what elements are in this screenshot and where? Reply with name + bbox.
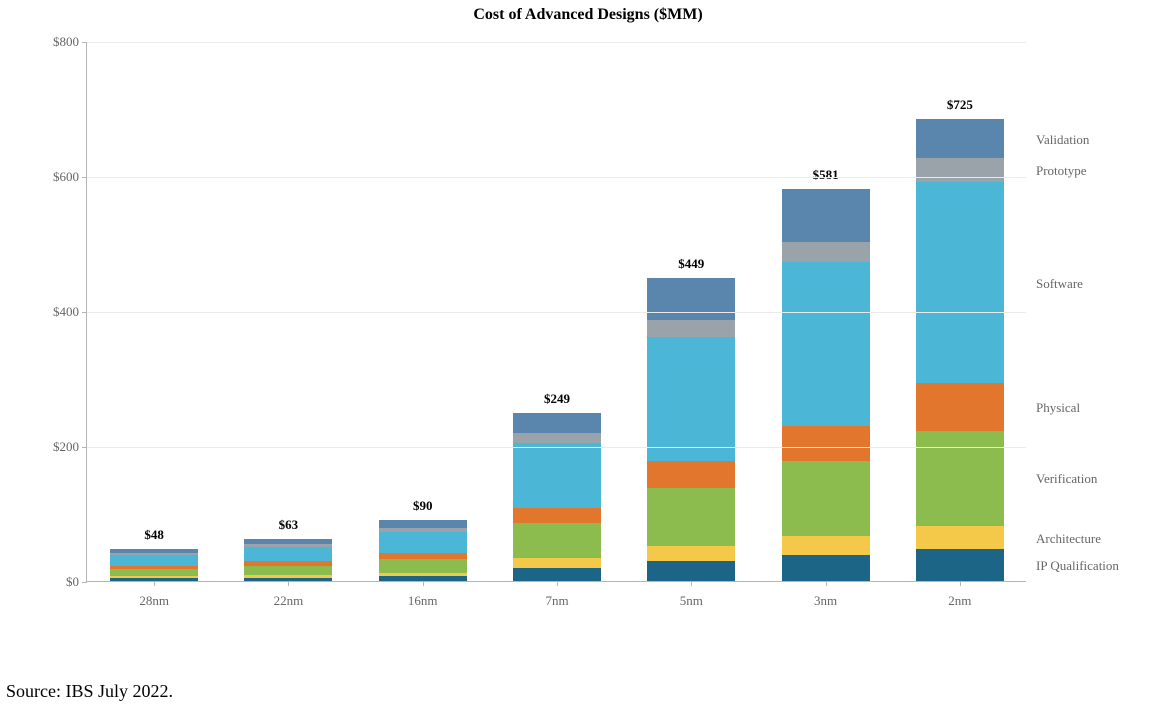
- bar-segment-physical: [782, 426, 870, 461]
- bar-stack: $48: [110, 549, 198, 581]
- source-text: Source: IBS July 2022.: [6, 681, 173, 702]
- bar-segment-architecture: [647, 546, 735, 561]
- grid-line: [87, 447, 1026, 448]
- bar-segment-architecture: [782, 536, 870, 555]
- bar-segment-verification: [782, 461, 870, 537]
- bar-segment-physical: [513, 508, 601, 523]
- bar-segment-software: [916, 182, 1004, 383]
- ytick-label: $800: [53, 34, 87, 50]
- xtick-label: 2nm: [948, 581, 971, 609]
- bar-segment-architecture: [916, 526, 1004, 549]
- bar-segment-validation: [379, 520, 467, 528]
- bar-total-label: $249: [544, 391, 570, 413]
- bar-segment-validation: [916, 119, 1004, 159]
- bar-segment-verification: [647, 488, 735, 546]
- bar-segment-software: [513, 443, 601, 508]
- bar-segment-verification: [110, 569, 198, 576]
- bar-segment-software: [110, 555, 198, 566]
- bar-segment-verification: [513, 523, 601, 558]
- bar-segment-architecture: [513, 558, 601, 567]
- ytick-label: $600: [53, 169, 87, 185]
- bar-segment-validation: [647, 278, 735, 321]
- bar-segment-physical: [379, 553, 467, 560]
- legend: Validation Prototype Software Physical Verif…: [1036, 42, 1176, 582]
- bar-segment-verification: [916, 431, 1004, 527]
- bar-stack: $63: [244, 539, 332, 581]
- xtick-label: 5nm: [680, 581, 703, 609]
- bar-total-label: $63: [279, 517, 299, 539]
- bar-segment-verification: [379, 559, 467, 573]
- legend-item-verification: Verification: [1036, 471, 1097, 487]
- bar-segment-software: [244, 547, 332, 561]
- bar-segment-physical: [647, 461, 735, 488]
- ytick-label: $400: [53, 304, 87, 320]
- bar-total-label: $90: [413, 498, 433, 520]
- bar-segment-software: [647, 337, 735, 461]
- xtick-label: 28nm: [139, 581, 169, 609]
- bar-segment-ip_qualification: [513, 568, 601, 582]
- bar-total-label: $725: [947, 97, 973, 119]
- ytick-label: $0: [66, 574, 87, 590]
- bar-segment-ip_qualification: [647, 561, 735, 581]
- grid-line: [87, 177, 1026, 178]
- legend-item-ip_qualification: IP Qualification: [1036, 558, 1119, 574]
- grid-line: [87, 312, 1026, 313]
- bar-stack: $581: [782, 189, 870, 581]
- grid-line: [87, 42, 1026, 43]
- ytick-label: $200: [53, 439, 87, 455]
- xtick-label: 22nm: [274, 581, 304, 609]
- bar-segment-validation: [782, 189, 870, 242]
- bar-stack: $249: [513, 413, 601, 581]
- bar-segment-software: [782, 262, 870, 426]
- bar-total-label: $449: [678, 256, 704, 278]
- bar-segment-validation: [513, 413, 601, 433]
- bar-stack: $90: [379, 520, 467, 581]
- bar-segment-verification: [244, 566, 332, 575]
- bar-segment-physical: [916, 383, 1004, 430]
- bar-segment-prototype: [647, 320, 735, 337]
- bar-segment-prototype: [513, 433, 601, 443]
- bar-stack: $725: [916, 119, 1004, 581]
- bar-total-label: $48: [144, 527, 164, 549]
- bar-segment-ip_qualification: [782, 555, 870, 581]
- legend-item-architecture: Architecture: [1036, 531, 1101, 547]
- legend-item-validation: Validation: [1036, 132, 1089, 148]
- legend-item-prototype: Prototype: [1036, 163, 1087, 179]
- chart-area: $48$63$90$249$449$581$725 $0$200$400$600…: [66, 32, 1162, 644]
- bar-segment-ip_qualification: [916, 549, 1004, 581]
- bar-stack: $449: [647, 278, 735, 581]
- chart-title: Cost of Advanced Designs ($MM): [14, 6, 1162, 24]
- legend-item-software: Software: [1036, 276, 1083, 292]
- xtick-label: 3nm: [814, 581, 837, 609]
- bar-segment-software: [379, 532, 467, 552]
- bar-segment-prototype: [916, 158, 1004, 182]
- xtick-label: 7nm: [545, 581, 568, 609]
- xtick-label: 16nm: [408, 581, 438, 609]
- legend-item-physical: Physical: [1036, 400, 1080, 416]
- plot-region: $48$63$90$249$449$581$725 $0$200$400$600…: [86, 42, 1026, 582]
- bar-segment-prototype: [782, 242, 870, 262]
